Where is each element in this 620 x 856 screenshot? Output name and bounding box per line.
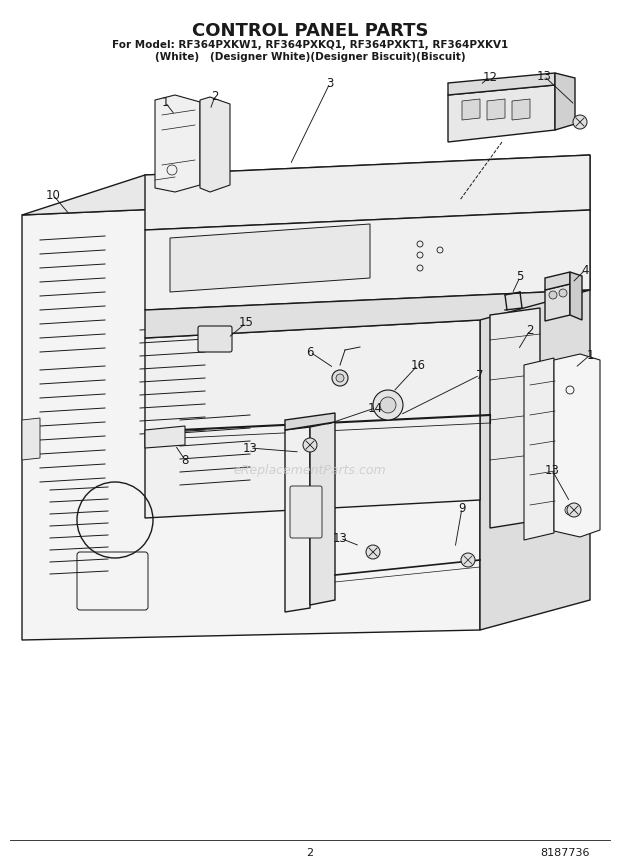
Text: 13: 13 <box>536 69 551 82</box>
Polygon shape <box>285 413 335 430</box>
Polygon shape <box>490 308 540 528</box>
Text: 14: 14 <box>368 401 383 414</box>
Text: (White)   (Designer White)(Designer Biscuit)(Biscuit): (White) (Designer White)(Designer Biscui… <box>154 52 466 62</box>
Circle shape <box>567 503 581 517</box>
Text: 12: 12 <box>482 70 497 84</box>
Text: 10: 10 <box>45 188 60 201</box>
Circle shape <box>559 289 567 297</box>
Text: 8: 8 <box>181 454 188 467</box>
Polygon shape <box>285 427 310 612</box>
Text: 13: 13 <box>544 463 559 477</box>
Text: 2: 2 <box>526 324 534 336</box>
Polygon shape <box>310 422 335 605</box>
Circle shape <box>373 390 403 420</box>
Text: 7: 7 <box>476 368 484 382</box>
Polygon shape <box>145 290 590 338</box>
Polygon shape <box>512 99 530 120</box>
Text: eReplacementParts.com: eReplacementParts.com <box>234 463 386 477</box>
Text: 15: 15 <box>239 317 254 330</box>
Polygon shape <box>170 224 370 292</box>
Polygon shape <box>22 418 40 460</box>
Polygon shape <box>448 73 555 95</box>
Polygon shape <box>448 85 555 142</box>
Circle shape <box>303 438 317 452</box>
Circle shape <box>380 397 396 413</box>
Circle shape <box>573 115 587 129</box>
Text: 13: 13 <box>332 532 347 544</box>
Polygon shape <box>570 272 582 320</box>
Text: 8187736: 8187736 <box>541 848 590 856</box>
Text: CONTROL PANEL PARTS: CONTROL PANEL PARTS <box>192 22 428 40</box>
Polygon shape <box>22 195 480 640</box>
Polygon shape <box>545 284 570 321</box>
Polygon shape <box>22 155 590 215</box>
Polygon shape <box>487 99 505 120</box>
Text: 9: 9 <box>458 502 466 514</box>
FancyBboxPatch shape <box>290 486 322 538</box>
Text: 2: 2 <box>306 848 314 856</box>
Circle shape <box>336 374 344 382</box>
Polygon shape <box>554 354 600 537</box>
Text: For Model: RF364PXKW1, RF364PXKQ1, RF364PXKT1, RF364PXKV1: For Model: RF364PXKW1, RF364PXKQ1, RF364… <box>112 40 508 50</box>
Circle shape <box>461 553 475 567</box>
Polygon shape <box>155 95 200 192</box>
Text: 6: 6 <box>306 346 314 359</box>
Polygon shape <box>145 426 185 448</box>
Polygon shape <box>545 272 570 290</box>
Polygon shape <box>145 210 590 310</box>
Text: 1: 1 <box>161 96 169 109</box>
FancyBboxPatch shape <box>198 326 232 352</box>
Polygon shape <box>462 99 480 120</box>
Circle shape <box>549 291 557 299</box>
Polygon shape <box>145 320 480 518</box>
Text: 16: 16 <box>410 359 425 372</box>
Polygon shape <box>524 358 554 540</box>
Text: 4: 4 <box>582 264 589 276</box>
Text: 2: 2 <box>211 90 219 103</box>
Text: 5: 5 <box>516 270 524 283</box>
Circle shape <box>366 545 380 559</box>
Circle shape <box>332 370 348 386</box>
Text: 3: 3 <box>326 76 334 90</box>
Polygon shape <box>145 155 590 230</box>
Polygon shape <box>480 155 590 630</box>
Polygon shape <box>200 97 230 192</box>
Polygon shape <box>555 73 575 130</box>
Text: 13: 13 <box>242 442 257 455</box>
Text: 1: 1 <box>587 348 594 361</box>
